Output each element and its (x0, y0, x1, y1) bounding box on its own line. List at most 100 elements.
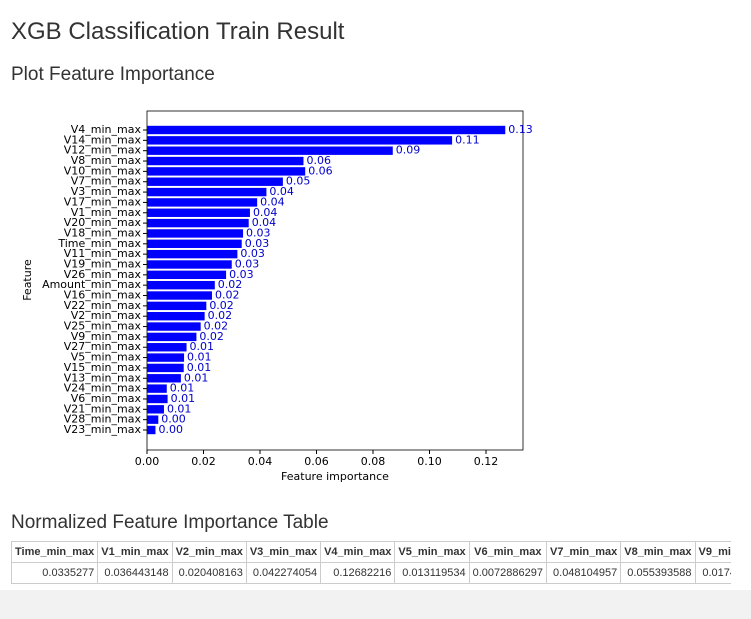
value-label: 0.02 (199, 330, 224, 343)
value-label: 0.00 (158, 423, 183, 436)
bar (147, 405, 164, 414)
cell: 0.017492711 (694, 562, 731, 584)
y-tick-label: V25_min_max (64, 320, 142, 333)
cell: 0.0335277 (11, 562, 99, 584)
value-label: 0.02 (215, 289, 240, 302)
value-label: 0.03 (245, 237, 270, 250)
cell: 0.020408163 (171, 562, 247, 584)
column-header: V4_min_max (320, 541, 396, 563)
y-tick-label: V12_min_max (64, 144, 142, 157)
bar (147, 394, 168, 404)
y-tick-label: V6_min_max (71, 392, 142, 405)
column-header: V6_min_max (468, 541, 547, 563)
y-axis-label: Feature (21, 259, 34, 301)
value-label: 0.01 (190, 340, 215, 353)
table-title: Normalized Feature Importance Table (11, 512, 329, 533)
bar (147, 177, 283, 186)
x-tick-label: 0.08 (361, 455, 386, 468)
y-tick-label: V9_min_max (71, 330, 142, 343)
value-label: 0.01 (171, 392, 196, 405)
x-tick-label: 0.10 (417, 455, 442, 468)
column-header: V1_min_max (97, 541, 173, 563)
bar (147, 322, 201, 331)
bar (147, 425, 156, 435)
y-tick-label: V5_min_max (71, 351, 142, 364)
bar (147, 198, 258, 207)
y-tick-label: V3_min_max (71, 185, 142, 198)
y-tick-label: V10_min_max (64, 164, 142, 177)
cell: 0.048104957 (545, 562, 622, 584)
bar (147, 363, 184, 373)
bar (147, 270, 227, 280)
bar (147, 280, 215, 290)
bar (147, 208, 250, 217)
cell: 0.036443148 (97, 562, 173, 584)
y-tick-label: V27_min_max (64, 340, 142, 353)
y-tick-label: V18_min_max (64, 226, 142, 239)
column-header: V8_min_max (620, 541, 696, 563)
bar (147, 332, 197, 342)
value-label: 0.06 (306, 154, 331, 167)
y-tick-label: V28_min_max (64, 413, 142, 426)
bar (147, 187, 267, 197)
value-label: 0.03 (246, 226, 271, 239)
footer-band (0, 590, 751, 619)
bar (147, 384, 167, 393)
y-tick-label: V11_min_max (64, 247, 142, 260)
value-label: 0.13 (508, 123, 533, 136)
column-header: V9_min_max (694, 541, 731, 563)
cell: 0.055393588 (620, 562, 696, 584)
value-label: 0.01 (184, 371, 209, 384)
value-label: 0.04 (252, 216, 277, 229)
value-label: 0.01 (167, 402, 192, 415)
column-header: V3_min_max (245, 541, 322, 563)
x-tick-label: 0.12 (474, 455, 499, 468)
value-label: 0.01 (187, 361, 212, 374)
y-tick-label: V1_min_max (71, 206, 142, 219)
column-header: V2_min_max (171, 541, 247, 563)
value-label: 0.02 (209, 299, 234, 312)
value-label: 0.06 (308, 164, 333, 177)
value-label: 0.02 (208, 309, 233, 322)
y-tick-label: V19_min_max (64, 257, 142, 270)
bar (147, 156, 304, 166)
bar (147, 374, 181, 383)
bar (147, 167, 306, 176)
column-header: V7_min_max (545, 541, 622, 563)
x-tick-label: 0.06 (304, 455, 329, 468)
value-label: 0.02 (218, 278, 243, 291)
y-tick-label: V16_min_max (64, 289, 142, 302)
y-tick-label: V4_min_max (71, 123, 142, 136)
y-tick-label: V24_min_max (64, 382, 142, 395)
y-tick-label: Amount_min_max (42, 278, 141, 291)
bar (147, 343, 187, 352)
bar (147, 136, 453, 145)
section-title: Plot Feature Importance (11, 64, 215, 85)
x-axis-label: Feature importance (281, 470, 389, 483)
value-label: 0.03 (240, 247, 265, 260)
y-tick-label: V26_min_max (64, 268, 142, 281)
cell: 0.12682216 (320, 562, 396, 584)
cell: 0.0072886297 (468, 562, 547, 584)
row: 0.0335277 0.036443148 0.020408163 0.0422740… (11, 562, 731, 584)
x-tick-label: 0.02 (191, 455, 216, 468)
value-label: 0.01 (170, 382, 195, 395)
bar (147, 125, 506, 135)
y-tick-label: V13_min_max (64, 371, 142, 384)
bar (147, 291, 212, 300)
y-tick-label: V15_min_max (64, 361, 142, 374)
value-label: 0.04 (253, 206, 277, 219)
y-tick-label: V8_min_max (71, 154, 142, 167)
y-tick-label: V21_min_max (64, 402, 142, 415)
bar (147, 415, 159, 424)
value-label: 0.00 (161, 413, 186, 426)
y-tick-label: Time_min_max (57, 237, 141, 250)
cell: 0.042274054 (245, 562, 322, 584)
y-tick-label: V22_min_max (64, 299, 142, 312)
column-header: V5_min_max (394, 541, 470, 563)
value-label: 0.02 (204, 320, 229, 333)
value-label: 0.11 (455, 133, 480, 146)
value-label: 0.09 (396, 144, 421, 157)
bar (147, 353, 185, 362)
